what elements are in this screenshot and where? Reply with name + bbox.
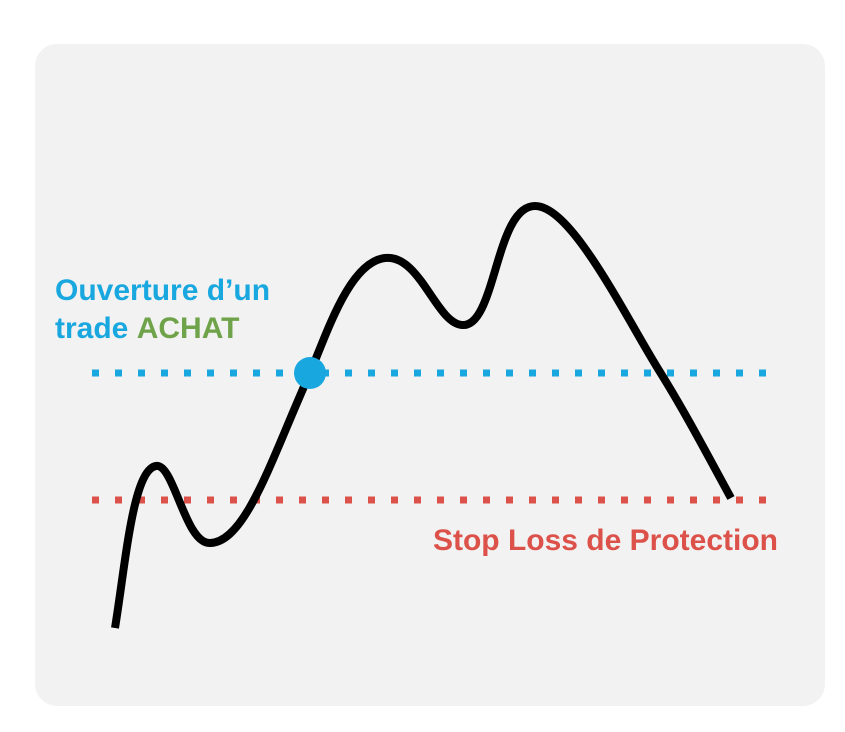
entry-label-trade-text: trade (55, 312, 137, 345)
entry-label: Ouverture d’un trade ACHAT (55, 272, 270, 348)
price-curve (111, 202, 735, 629)
buy-label: ACHAT (136, 312, 240, 345)
entry-label-line1: Ouverture d’un (55, 274, 271, 307)
entry-point-marker (294, 357, 326, 389)
entry-label-line2: trade ACHAT (55, 310, 270, 348)
stop-loss-label: Stop Loss de Protection (432, 524, 778, 557)
